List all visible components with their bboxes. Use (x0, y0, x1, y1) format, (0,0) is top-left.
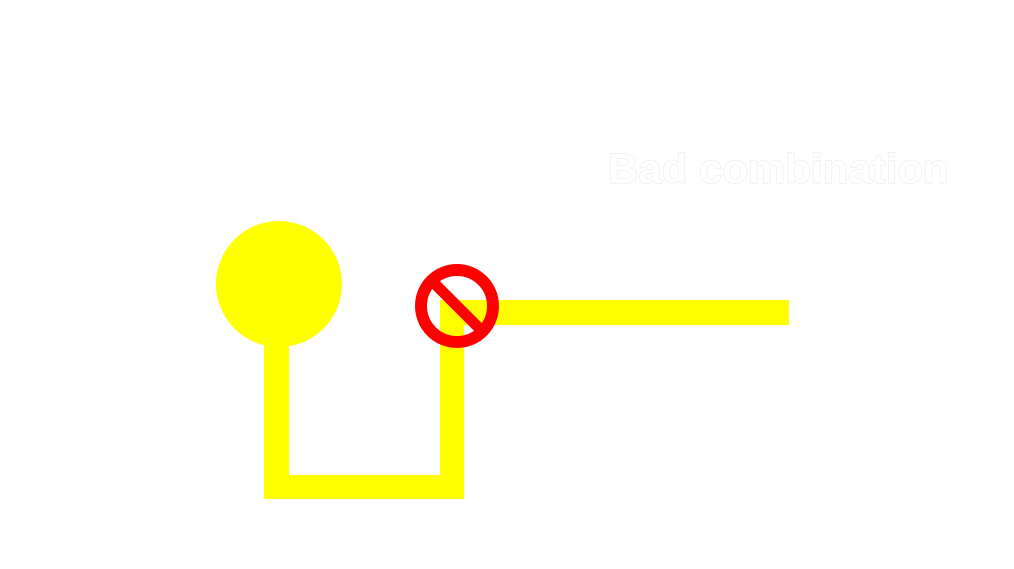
prohibition-icon (415, 264, 499, 348)
circle-node-icon (216, 221, 342, 347)
output-line (452, 300, 789, 325)
path-segment-right-riser (440, 300, 464, 499)
path-segment-left-stem (264, 330, 289, 499)
bad-combination-label: Bad combination (608, 145, 949, 192)
path-segment-bottom (264, 475, 464, 499)
